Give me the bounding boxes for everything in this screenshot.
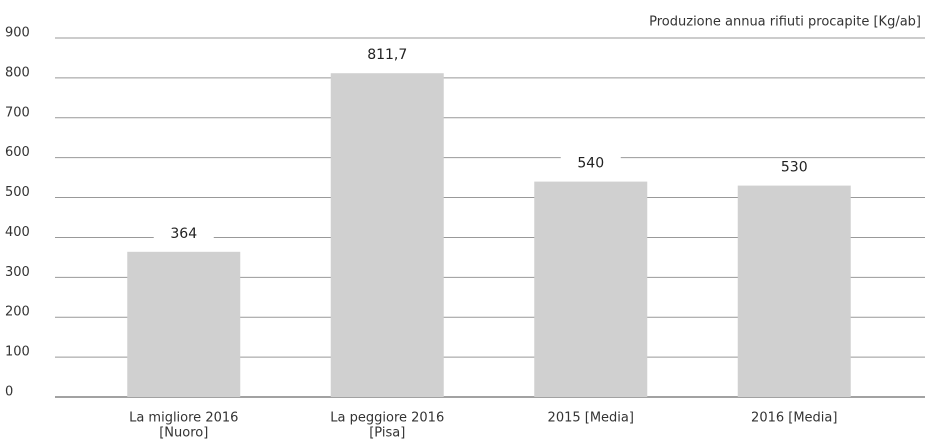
value-label: 530 [781, 160, 808, 176]
x-tick-label: La peggiore 2016 [330, 411, 444, 426]
bar [737, 185, 851, 397]
bar [330, 73, 444, 397]
y-tick-label: 800 [5, 65, 30, 80]
x-tick-label: 2015 [Media] [548, 411, 634, 426]
value-label-bg [560, 154, 621, 173]
value-label: 540 [577, 156, 604, 172]
value-label-bg [153, 224, 214, 243]
y-tick-label: 600 [5, 145, 30, 160]
bar [534, 181, 648, 397]
y-tick-label: 700 [5, 105, 30, 120]
x-tick-label: [Nuoro] [159, 426, 208, 441]
value-label: 364 [170, 226, 197, 242]
y-tick-label: 300 [5, 265, 30, 280]
axis-title: Produzione annua rifiuti procapite [Kg/a… [649, 15, 921, 30]
y-tick-label: 0 [5, 385, 13, 400]
y-tick-label: 100 [5, 345, 30, 360]
y-tick-label: 500 [5, 185, 30, 200]
value-label: 811,7 [367, 47, 407, 63]
x-tick-label: [Pisa] [369, 426, 405, 441]
x-tick-label: La migliore 2016 [129, 411, 238, 426]
bar [127, 251, 241, 397]
y-tick-label: 200 [5, 305, 30, 320]
value-label-bg [357, 46, 418, 65]
y-tick-label: 400 [5, 225, 30, 240]
x-tick-label: 2016 [Media] [751, 411, 837, 426]
value-label-bg [764, 158, 825, 177]
y-tick-label: 900 [5, 26, 30, 41]
